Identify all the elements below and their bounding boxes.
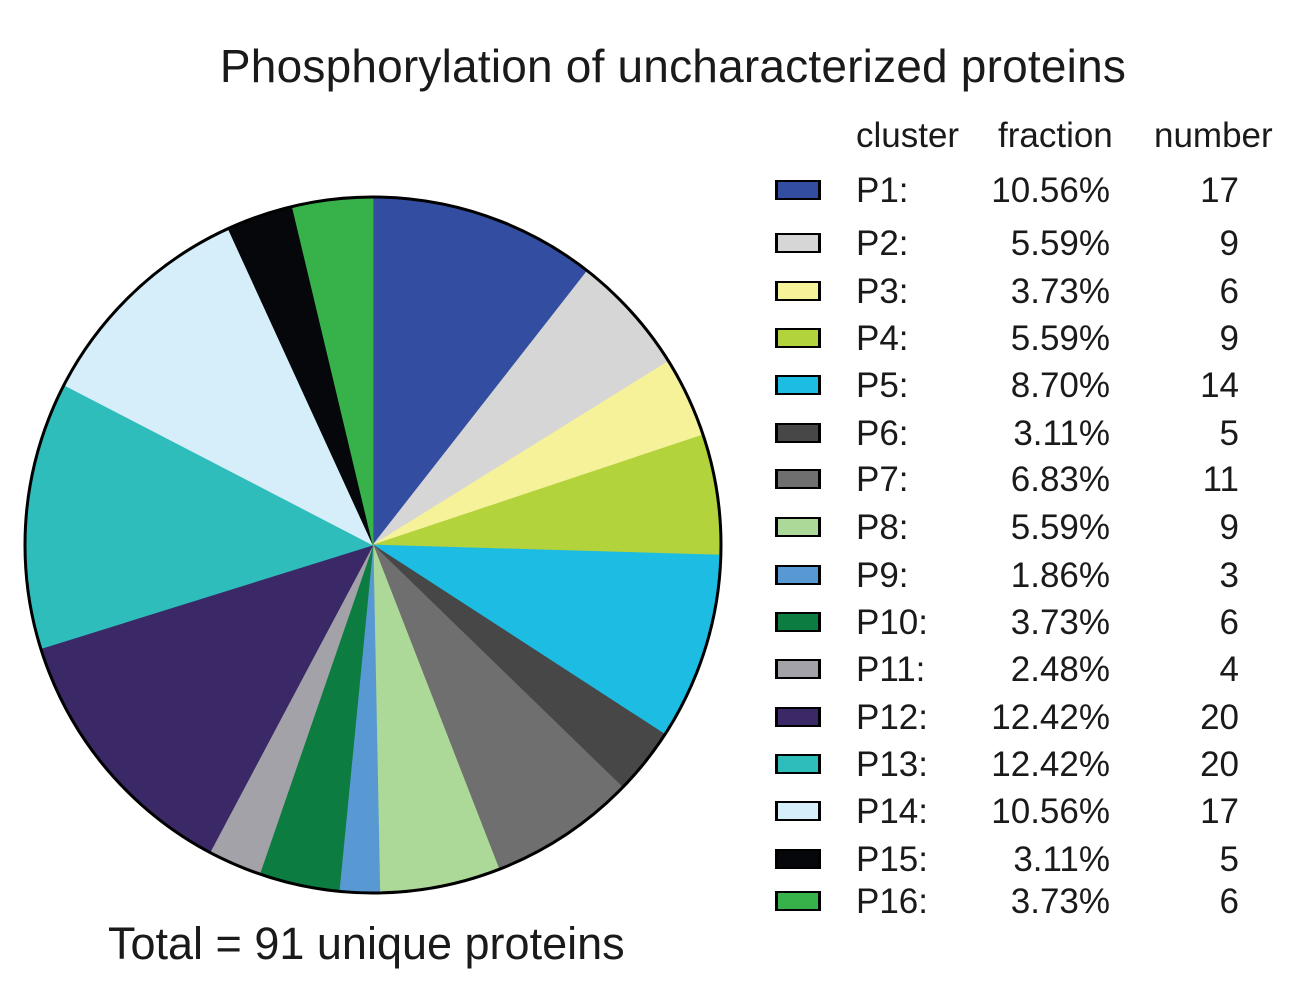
legend-number-value: 4	[1219, 650, 1239, 689]
legend-number-value: 6	[1219, 272, 1239, 311]
legend-number-value: 9	[1219, 508, 1239, 547]
legend-fraction-value: 3.11%	[1013, 414, 1110, 453]
legend-item: P4: 5.59% 9	[0, 317, 1312, 361]
legend-swatch	[775, 375, 821, 395]
total-label: Total = 91 unique proteins	[108, 918, 625, 969]
legend-cluster-label: P11:	[856, 650, 926, 689]
legend-item: P7: 6.83% 11	[0, 458, 1312, 502]
legend-swatch	[775, 565, 821, 585]
legend-swatch	[775, 659, 821, 679]
legend-swatch	[775, 891, 821, 911]
legend-cluster-label: P7:	[856, 460, 909, 499]
legend-cluster-label: P9:	[856, 556, 909, 595]
legend-item: P10: 3.73% 6	[0, 601, 1312, 645]
legend-fraction-value: 12.42%	[991, 698, 1110, 737]
legend-item: P11: 2.48% 4	[0, 648, 1312, 692]
legend-fraction-value: 3.73%	[1010, 882, 1110, 921]
legend-number-value: 17	[1200, 792, 1239, 831]
legend-fraction-value: 3.73%	[1010, 603, 1110, 642]
legend-swatch	[775, 281, 821, 301]
legend-fraction-value: 12.42%	[991, 745, 1110, 784]
legend-fraction-value: 6.83%	[1010, 460, 1110, 499]
legend-number-value: 14	[1200, 366, 1239, 405]
legend-number-value: 20	[1200, 698, 1239, 737]
legend-swatch	[775, 849, 821, 869]
legend-cluster-label: P2:	[856, 224, 909, 263]
legend-item: P6: 3.11% 5	[0, 412, 1312, 456]
legend-fraction-value: 10.56%	[991, 171, 1110, 210]
legend-swatch	[775, 328, 821, 348]
pie-slices	[24, 196, 722, 894]
legend-fraction-value: 3.73%	[1010, 272, 1110, 311]
legend-swatch	[775, 423, 821, 443]
legend-cluster-label: P14:	[856, 792, 928, 831]
legend-cluster-label: P5:	[856, 366, 909, 405]
legend-number-value: 3	[1219, 556, 1239, 595]
legend-fraction-value: 8.70%	[1010, 366, 1110, 405]
legend-number-value: 5	[1219, 840, 1239, 879]
legend-swatch	[775, 754, 821, 774]
legend-header-fraction: fraction	[998, 116, 1113, 155]
legend-item: P8: 5.59% 9	[0, 506, 1312, 550]
legend-item: P14: 10.56% 17	[0, 790, 1312, 834]
pie-chart	[23, 195, 723, 895]
legend-fraction-value: 5.59%	[1010, 508, 1110, 547]
legend-fraction-value: 3.11%	[1013, 840, 1110, 879]
legend-item: P9: 1.86% 3	[0, 554, 1312, 598]
legend-fraction-value: 5.59%	[1010, 224, 1110, 263]
legend-fraction-value: 10.56%	[991, 792, 1110, 831]
legend-header-number: number	[1154, 116, 1273, 155]
legend-fraction-value: 1.86%	[1010, 556, 1110, 595]
legend-cluster-label: P4:	[856, 319, 909, 358]
legend-cluster-label: P10:	[856, 603, 928, 642]
legend-number-value: 9	[1219, 224, 1239, 263]
legend-swatch	[775, 180, 821, 200]
legend-cluster-label: P6:	[856, 414, 909, 453]
legend-cluster-label: P13:	[856, 745, 928, 784]
legend-swatch	[775, 469, 821, 489]
legend-number-value: 17	[1200, 171, 1239, 210]
legend-cluster-label: P12:	[856, 698, 928, 737]
legend-number-value: 6	[1219, 882, 1239, 921]
legend-number-value: 6	[1219, 603, 1239, 642]
legend-swatch	[775, 517, 821, 537]
legend-item: P15: 3.11% 5	[0, 838, 1312, 882]
legend-fraction-value: 5.59%	[1010, 319, 1110, 358]
legend-swatch	[775, 801, 821, 821]
legend-cluster-label: P16:	[856, 882, 928, 921]
legend-item: P2: 5.59% 9	[0, 222, 1312, 266]
legend-swatch	[775, 612, 821, 632]
legend-cluster-label: P1:	[856, 171, 909, 210]
pie-outline	[23, 195, 723, 895]
legend-item: P16: 3.73% 6	[0, 880, 1312, 924]
legend-number-value: 5	[1219, 414, 1239, 453]
legend-header-cluster: cluster	[856, 116, 960, 155]
legend-cluster-label: P3:	[856, 272, 909, 311]
legend-number-value: 11	[1202, 460, 1239, 499]
legend-swatch	[775, 707, 821, 727]
chart-title: Phosphorylation of uncharacterized prote…	[219, 40, 1127, 92]
legend-item: P12: 12.42% 20	[0, 696, 1312, 740]
legend-item: P1: 10.56% 17	[0, 169, 1312, 213]
legend-swatch	[775, 233, 821, 253]
legend-cluster-label: P15:	[856, 840, 928, 879]
legend-item: P5: 8.70% 14	[0, 364, 1312, 408]
legend-number-value: 20	[1200, 745, 1239, 784]
legend-cluster-label: P8:	[856, 508, 909, 547]
legend-item: P3: 3.73% 6	[0, 270, 1312, 314]
legend-fraction-value: 2.48%	[1010, 650, 1110, 689]
legend-number-value: 9	[1219, 319, 1239, 358]
legend-item: P13: 12.42% 20	[0, 743, 1312, 787]
